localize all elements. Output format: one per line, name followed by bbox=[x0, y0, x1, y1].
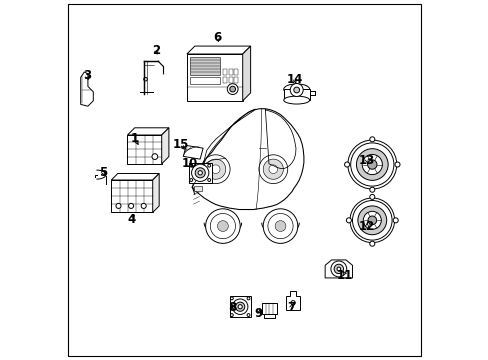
Circle shape bbox=[333, 264, 343, 274]
Polygon shape bbox=[152, 174, 159, 212]
Circle shape bbox=[347, 140, 396, 189]
Circle shape bbox=[367, 216, 376, 225]
Text: 8: 8 bbox=[227, 301, 236, 314]
Circle shape bbox=[189, 179, 192, 181]
Bar bbox=[233, 69, 238, 75]
Circle shape bbox=[198, 171, 202, 175]
Circle shape bbox=[263, 159, 283, 179]
Circle shape bbox=[207, 179, 210, 181]
Polygon shape bbox=[127, 128, 168, 135]
Polygon shape bbox=[285, 291, 300, 310]
Circle shape bbox=[191, 164, 208, 181]
Bar bbox=[127, 135, 162, 164]
Bar bbox=[228, 69, 232, 75]
Text: 5: 5 bbox=[99, 166, 107, 179]
Bar bbox=[233, 77, 238, 83]
Circle shape bbox=[394, 162, 399, 167]
Polygon shape bbox=[81, 72, 93, 106]
Circle shape bbox=[152, 154, 158, 159]
Text: 9: 9 bbox=[254, 307, 263, 320]
Circle shape bbox=[207, 164, 210, 167]
Circle shape bbox=[349, 198, 394, 243]
Circle shape bbox=[258, 155, 287, 184]
Circle shape bbox=[246, 314, 249, 316]
Circle shape bbox=[230, 297, 233, 300]
Circle shape bbox=[362, 154, 382, 175]
Circle shape bbox=[392, 218, 397, 223]
Circle shape bbox=[344, 162, 349, 167]
Circle shape bbox=[293, 87, 299, 93]
Circle shape bbox=[369, 241, 374, 246]
Polygon shape bbox=[325, 260, 352, 278]
Circle shape bbox=[201, 155, 230, 184]
Text: 11: 11 bbox=[337, 269, 353, 282]
Bar bbox=[186, 54, 242, 101]
Text: 6: 6 bbox=[213, 31, 221, 44]
Bar bbox=[189, 57, 220, 75]
Circle shape bbox=[363, 211, 381, 229]
Bar bbox=[261, 303, 276, 314]
Circle shape bbox=[128, 203, 133, 208]
Text: 3: 3 bbox=[82, 69, 91, 82]
Circle shape bbox=[217, 221, 228, 231]
Bar bbox=[111, 180, 152, 212]
Circle shape bbox=[369, 187, 374, 192]
Bar bbox=[223, 77, 227, 83]
Circle shape bbox=[205, 209, 240, 243]
Circle shape bbox=[346, 218, 351, 223]
Circle shape bbox=[227, 84, 238, 94]
Bar bbox=[223, 69, 227, 75]
Circle shape bbox=[232, 299, 247, 314]
Bar bbox=[194, 186, 202, 191]
Text: 1: 1 bbox=[130, 132, 139, 145]
Circle shape bbox=[211, 165, 220, 174]
Circle shape bbox=[246, 297, 249, 300]
Circle shape bbox=[336, 267, 340, 271]
Circle shape bbox=[235, 302, 244, 311]
Bar bbox=[229, 296, 250, 317]
Bar bbox=[189, 77, 220, 85]
Text: 4: 4 bbox=[127, 213, 135, 226]
Circle shape bbox=[205, 159, 225, 179]
Circle shape bbox=[289, 84, 303, 96]
Circle shape bbox=[357, 206, 386, 235]
Circle shape bbox=[116, 203, 121, 208]
Circle shape bbox=[141, 203, 146, 208]
Bar bbox=[283, 89, 309, 100]
Text: 10: 10 bbox=[181, 157, 198, 170]
Circle shape bbox=[356, 149, 387, 180]
Circle shape bbox=[229, 86, 235, 92]
Bar bbox=[188, 163, 211, 183]
Circle shape bbox=[268, 165, 277, 174]
Text: 7: 7 bbox=[286, 301, 295, 314]
Circle shape bbox=[238, 305, 242, 309]
Polygon shape bbox=[162, 128, 168, 164]
Circle shape bbox=[263, 209, 297, 243]
Circle shape bbox=[330, 261, 346, 277]
Polygon shape bbox=[242, 46, 250, 101]
Circle shape bbox=[369, 194, 374, 199]
Text: 14: 14 bbox=[286, 73, 303, 86]
Circle shape bbox=[195, 168, 205, 178]
Polygon shape bbox=[111, 174, 159, 180]
Circle shape bbox=[367, 160, 376, 169]
Polygon shape bbox=[186, 46, 250, 54]
Text: 2: 2 bbox=[152, 44, 160, 57]
Circle shape bbox=[230, 314, 233, 316]
Ellipse shape bbox=[283, 84, 309, 95]
Bar bbox=[228, 77, 232, 83]
Circle shape bbox=[189, 164, 192, 167]
Polygon shape bbox=[183, 145, 203, 159]
Text: 13: 13 bbox=[358, 154, 374, 167]
Ellipse shape bbox=[283, 96, 309, 104]
Circle shape bbox=[275, 221, 285, 231]
Bar bbox=[263, 314, 275, 318]
Text: 12: 12 bbox=[358, 220, 374, 233]
Circle shape bbox=[369, 137, 374, 142]
Text: 15: 15 bbox=[172, 138, 188, 151]
